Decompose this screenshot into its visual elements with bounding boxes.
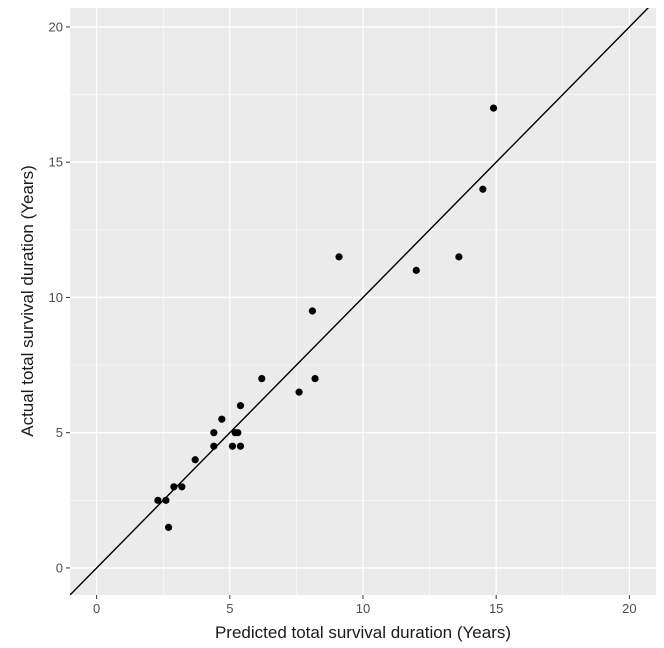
data-point	[228, 442, 237, 450]
data-points	[154, 104, 498, 531]
x-tick-label: 15	[489, 601, 503, 616]
data-point	[295, 388, 303, 396]
x-tick-label: 10	[356, 601, 370, 616]
data-point	[489, 104, 498, 112]
x-axis-title: Predicted total survival duration (Years…	[215, 623, 511, 642]
data-point	[455, 253, 463, 261]
data-point	[412, 266, 420, 274]
data-point	[258, 374, 266, 383]
data-point	[210, 442, 218, 450]
data-point	[191, 456, 199, 464]
data-point	[236, 402, 245, 410]
data-point	[479, 185, 487, 193]
x-tick-label: 0	[93, 601, 100, 616]
data-point	[164, 523, 173, 531]
data-point	[210, 429, 218, 437]
data-point	[236, 442, 245, 450]
identity-line	[70, 8, 649, 595]
major-gridlines	[70, 8, 656, 595]
data-point	[178, 483, 186, 491]
x-tick-label: 5	[226, 601, 233, 616]
data-point	[170, 483, 178, 491]
y-axis-ticks: 0 5 10 15 20	[49, 19, 70, 575]
y-tick-label: 15	[49, 155, 63, 170]
data-point	[234, 429, 242, 437]
data-point	[218, 415, 226, 423]
x-tick-label: 20	[622, 601, 636, 616]
y-axis-title: Actual total survival duration (Years)	[18, 165, 37, 437]
data-point	[162, 496, 170, 504]
identity-line-layer	[70, 8, 649, 595]
data-point	[335, 253, 343, 261]
y-tick-label: 20	[49, 19, 63, 34]
y-tick-label: 5	[56, 425, 63, 440]
data-point	[308, 307, 316, 315]
data-point	[311, 374, 319, 383]
y-tick-label: 0	[56, 560, 63, 575]
x-axis-ticks: 0 5 10 15 20	[93, 595, 637, 616]
data-point	[154, 496, 162, 504]
y-tick-label: 10	[49, 290, 63, 305]
